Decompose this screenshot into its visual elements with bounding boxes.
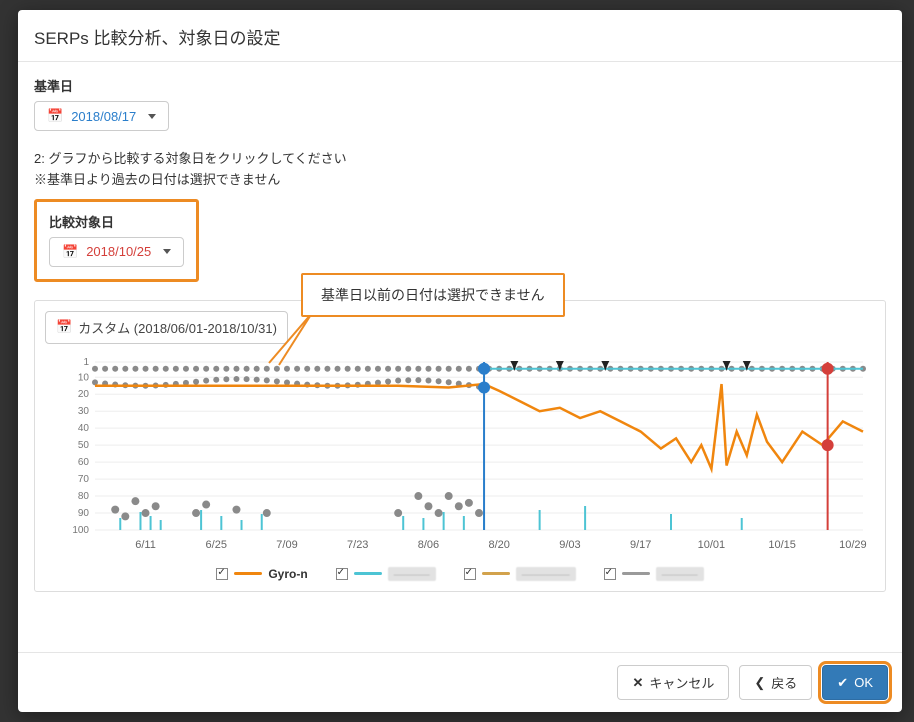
- legend-checkbox[interactable]: [604, 568, 616, 580]
- chart-card: 📅 カスタム (2018/06/01-2018/10/31) 基準日以前の日付は…: [34, 300, 886, 592]
- svg-text:10: 10: [78, 372, 90, 383]
- callout-text: 基準日以前の日付は選択できません: [321, 287, 545, 303]
- check-icon: ✔: [837, 675, 848, 691]
- legend-item[interactable]: ———: [604, 567, 704, 581]
- legend-label: Gyro-n: [268, 567, 307, 581]
- compare-date-value: 2018/10/25: [86, 244, 151, 259]
- base-date-button[interactable]: 📅 2018/08/17: [34, 101, 169, 131]
- svg-text:9/03: 9/03: [559, 539, 580, 551]
- modal-footer: ✕ キャンセル ❮ 戻る ✔ OK: [18, 652, 902, 712]
- svg-text:7/23: 7/23: [347, 539, 368, 551]
- cancel-button[interactable]: ✕ キャンセル: [617, 665, 729, 700]
- legend-checkbox[interactable]: [464, 568, 476, 580]
- svg-text:10/29: 10/29: [839, 539, 867, 551]
- callout-tail: [267, 313, 327, 368]
- svg-text:1: 1: [83, 357, 89, 368]
- svg-text:70: 70: [78, 474, 90, 485]
- svg-text:6/11: 6/11: [135, 539, 156, 551]
- chevron-left-icon: ❮: [754, 675, 765, 691]
- calendar-icon: 📅: [62, 244, 78, 260]
- compare-date-label: 比較対象日: [49, 212, 184, 231]
- modal-header: SERPs 比較分析、対象日の設定: [18, 10, 902, 62]
- serps-compare-modal: SERPs 比較分析、対象日の設定 基準日 📅 2018/08/17 2: グラ…: [18, 10, 902, 712]
- svg-text:80: 80: [78, 491, 90, 502]
- legend-label: ———: [388, 567, 436, 581]
- instruction-text: 2: グラフから比較する対象日をクリックしてください ※基準日より過去の日付は選…: [34, 149, 886, 191]
- legend-item[interactable]: Gyro-n: [216, 567, 307, 581]
- caret-down-icon: [148, 114, 156, 119]
- svg-text:90: 90: [78, 508, 90, 519]
- svg-text:6/25: 6/25: [206, 539, 227, 551]
- legend-swatch: [622, 572, 650, 575]
- svg-text:8/20: 8/20: [488, 539, 509, 551]
- svg-text:40: 40: [78, 423, 90, 434]
- legend-checkbox[interactable]: [216, 568, 228, 580]
- date-range-button[interactable]: 📅 カスタム (2018/06/01-2018/10/31): [45, 311, 288, 344]
- legend-checkbox[interactable]: [336, 568, 348, 580]
- svg-text:9/17: 9/17: [630, 539, 651, 551]
- svg-text:50: 50: [78, 440, 90, 451]
- legend-swatch: [354, 572, 382, 575]
- ok-label: OK: [854, 675, 873, 690]
- caret-down-icon: [163, 249, 171, 254]
- svg-text:10/15: 10/15: [768, 539, 796, 551]
- chart-area[interactable]: 1 10 20 30 40 50 60 70 80 90 100 6/11 6/25 7/09 7/23 8/…: [45, 354, 875, 559]
- calendar-icon: 📅: [47, 108, 63, 124]
- legend-swatch: [234, 572, 262, 575]
- legend-label: ————: [516, 567, 576, 581]
- base-date-label: 基準日: [34, 76, 886, 95]
- back-button[interactable]: ❮ 戻る: [739, 665, 812, 700]
- close-icon: ✕: [632, 675, 643, 691]
- instruction-callout: 基準日以前の日付は選択できません: [301, 273, 565, 317]
- svg-text:20: 20: [78, 389, 90, 400]
- instruction-line1: 2: グラフから比較する対象日をクリックしてください: [34, 149, 886, 170]
- svg-text:100: 100: [72, 525, 89, 536]
- svg-text:10/01: 10/01: [698, 539, 726, 551]
- calendar-icon: 📅: [56, 319, 72, 335]
- modal-body: 基準日 📅 2018/08/17 2: グラフから比較する対象日をクリックしてく…: [18, 62, 902, 652]
- base-date-value: 2018/08/17: [71, 109, 136, 124]
- chart-legend: Gyro-n——————————: [45, 559, 875, 585]
- legend-item[interactable]: ————: [464, 567, 576, 581]
- date-range-label: カスタム (2018/06/01-2018/10/31): [78, 318, 277, 337]
- legend-item[interactable]: ———: [336, 567, 436, 581]
- modal-title: SERPs 比較分析、対象日の設定: [34, 24, 886, 49]
- svg-text:8/06: 8/06: [418, 539, 439, 551]
- compare-date-highlight-box: 比較対象日 📅 2018/10/25: [34, 199, 199, 282]
- svg-text:60: 60: [78, 457, 90, 468]
- back-label: 戻る: [771, 673, 797, 692]
- svg-text:30: 30: [78, 406, 90, 417]
- rank-chart[interactable]: 1 10 20 30 40 50 60 70 80 90 100 6/11 6/25 7/09 7/23 8/…: [45, 354, 875, 554]
- base-date-section: 基準日 📅 2018/08/17: [34, 76, 886, 131]
- instruction-line2: ※基準日より過去の日付は選択できません: [34, 170, 886, 191]
- compare-date-button[interactable]: 📅 2018/10/25: [49, 237, 184, 267]
- legend-label: ———: [656, 567, 704, 581]
- svg-text:7/09: 7/09: [276, 539, 297, 551]
- cancel-label: キャンセル: [649, 673, 714, 692]
- legend-swatch: [482, 572, 510, 575]
- ok-button[interactable]: ✔ OK: [822, 665, 888, 700]
